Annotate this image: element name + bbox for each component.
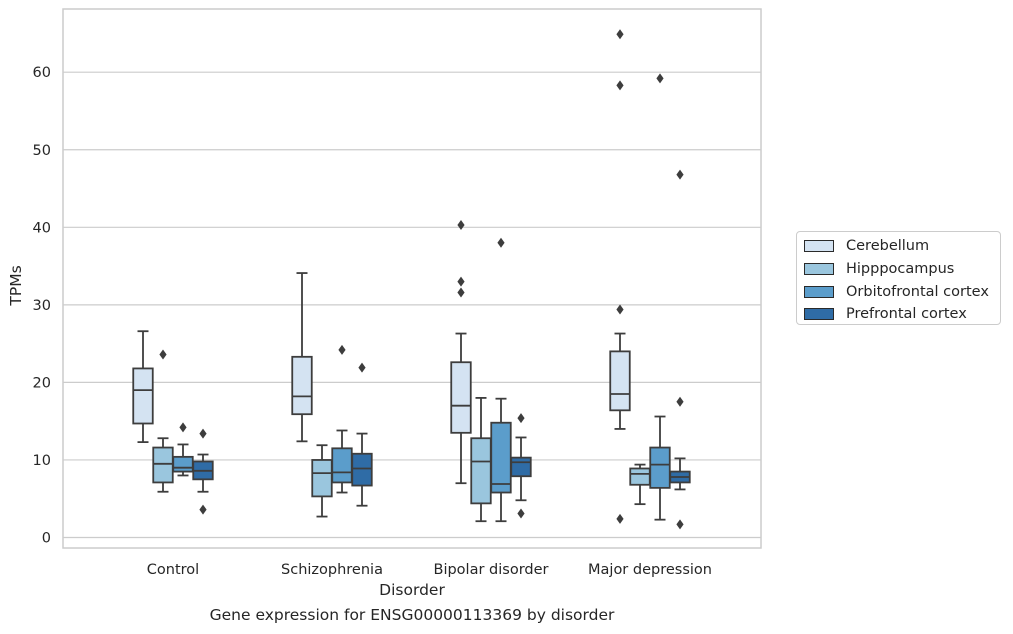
outlier-point bbox=[497, 237, 505, 248]
box-hipppocampus bbox=[629, 463, 651, 506]
box-body bbox=[450, 361, 472, 434]
outlier-point bbox=[457, 287, 465, 298]
box-body bbox=[291, 355, 313, 416]
outlier-point bbox=[338, 344, 346, 355]
box-body bbox=[331, 447, 353, 484]
legend-label: Prefrontal cortex bbox=[846, 306, 967, 323]
box-orbitofrontal-cortex bbox=[490, 237, 512, 523]
outlier-point bbox=[199, 428, 207, 439]
outlier-point bbox=[616, 304, 624, 315]
box-prefrontal-cortex bbox=[669, 169, 691, 530]
box-body bbox=[609, 350, 631, 412]
box-body bbox=[649, 446, 671, 489]
outlier-point bbox=[457, 219, 465, 230]
legend: Cerebellum Hipppocampus Orbitofrontal cort… bbox=[796, 231, 1001, 325]
legend-swatch bbox=[804, 263, 834, 276]
outlier-point bbox=[616, 513, 624, 524]
box-cerebellum bbox=[132, 330, 154, 444]
outlier-point bbox=[676, 169, 684, 180]
box-body bbox=[490, 421, 512, 494]
outlier-point bbox=[179, 422, 187, 433]
outlier-point bbox=[199, 504, 207, 515]
x-tick-label: Control bbox=[147, 562, 199, 578]
outlier-point bbox=[656, 73, 664, 84]
box-body bbox=[132, 367, 154, 425]
box-body bbox=[172, 455, 194, 473]
legend-swatch bbox=[804, 240, 834, 253]
figure-caption: Gene expression for ENSG00000113369 by d… bbox=[209, 606, 615, 624]
y-tick-label: 60 bbox=[33, 65, 51, 81]
outlier-point bbox=[358, 362, 366, 373]
box-orbitofrontal-cortex bbox=[172, 422, 194, 477]
legend-item: Prefrontal cortex bbox=[804, 303, 1000, 326]
box-cerebellum bbox=[450, 219, 472, 485]
legend-label: Hipppocampus bbox=[846, 261, 955, 278]
box-hipppocampus bbox=[470, 397, 492, 523]
y-tick-label: 50 bbox=[33, 143, 51, 159]
box-prefrontal-cortex bbox=[510, 413, 532, 519]
outlier-point bbox=[517, 413, 525, 424]
y-tick-label: 20 bbox=[33, 375, 51, 391]
outlier-point bbox=[159, 349, 167, 360]
box-prefrontal-cortex bbox=[351, 362, 373, 507]
box-cerebellum bbox=[291, 272, 313, 443]
box-body bbox=[629, 467, 651, 486]
y-tick-label: 0 bbox=[42, 531, 51, 547]
legend-item: Cerebellum bbox=[804, 235, 1000, 258]
box-body bbox=[510, 456, 532, 478]
x-tick-label: Major depression bbox=[588, 562, 712, 578]
legend-swatch bbox=[804, 308, 834, 321]
y-tick-label: 10 bbox=[33, 453, 51, 469]
outlier-point bbox=[676, 396, 684, 407]
legend-item: Hipppocampus bbox=[804, 258, 1000, 281]
box-cerebellum bbox=[609, 29, 631, 524]
legend-label: Orbitofrontal cortex bbox=[846, 283, 989, 300]
outlier-point bbox=[457, 276, 465, 287]
legend-item: Orbitofrontal cortex bbox=[804, 280, 1000, 303]
x-tick-label: Bipolar disorder bbox=[434, 562, 549, 578]
y-tick-label: 40 bbox=[33, 220, 51, 236]
outlier-point bbox=[517, 508, 525, 519]
y-tick-label: 30 bbox=[33, 298, 51, 314]
legend-label: Cerebellum bbox=[846, 238, 930, 255]
outlier-point bbox=[616, 80, 624, 91]
legend-swatch bbox=[804, 285, 834, 298]
box-orbitofrontal-cortex bbox=[649, 73, 671, 521]
x-axis-title: Disorder bbox=[379, 581, 445, 599]
box-prefrontal-cortex bbox=[192, 428, 214, 515]
box-hipppocampus bbox=[152, 349, 174, 493]
box-body bbox=[152, 446, 174, 484]
box-body bbox=[351, 452, 373, 487]
box-body bbox=[470, 437, 492, 505]
outlier-point bbox=[616, 29, 624, 40]
y-axis-title: TPMs bbox=[7, 265, 25, 306]
box-body bbox=[311, 459, 333, 498]
plot-frame bbox=[62, 8, 762, 549]
x-tick-label: Schizophrenia bbox=[281, 562, 383, 578]
box-orbitofrontal-cortex bbox=[331, 344, 353, 494]
outlier-point bbox=[676, 519, 684, 530]
